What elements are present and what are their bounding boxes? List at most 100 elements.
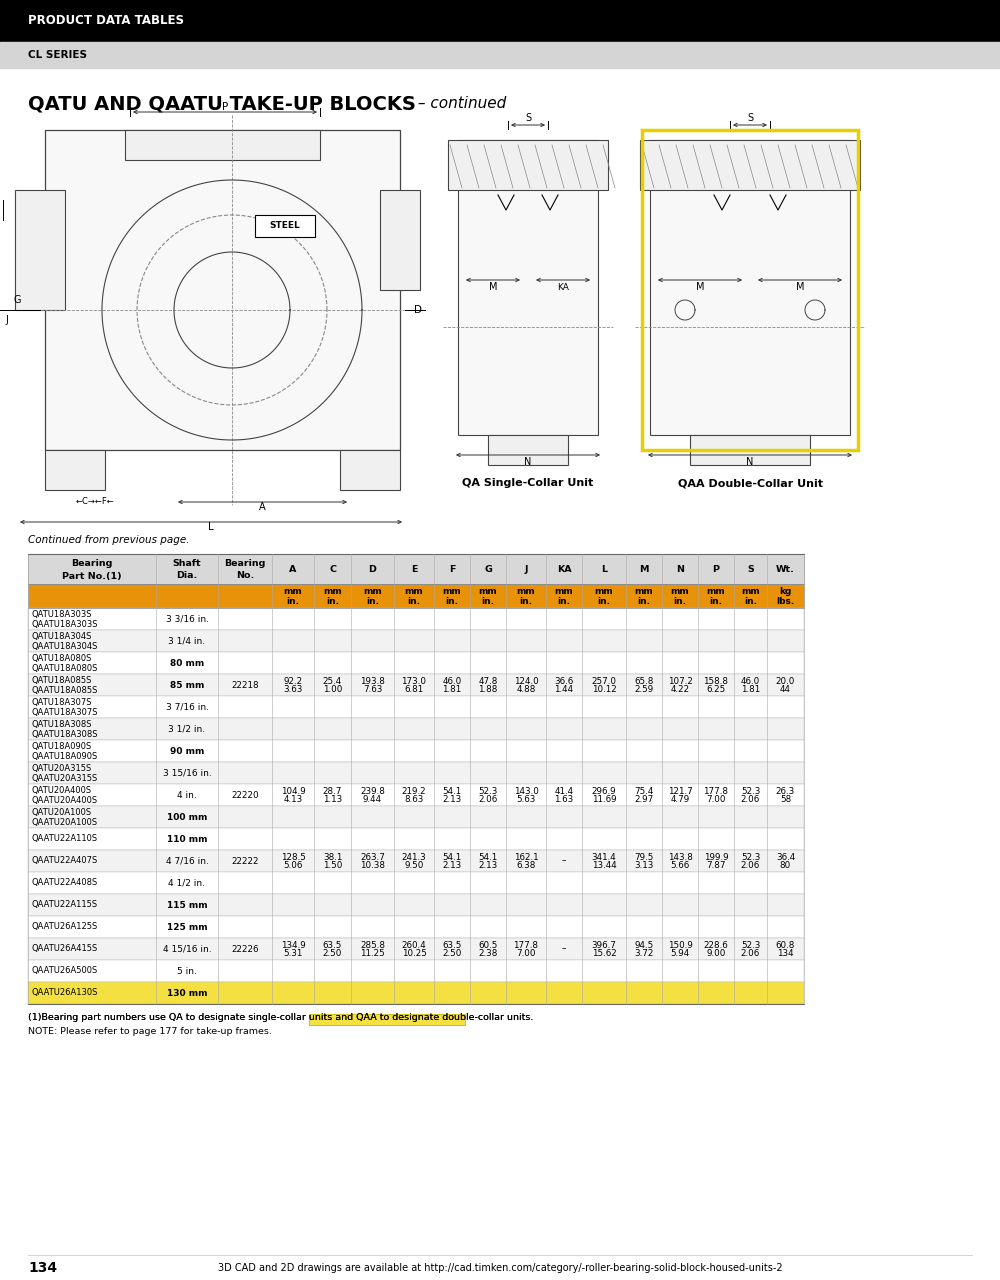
Text: 8.63: 8.63	[404, 795, 424, 805]
Text: 36.6: 36.6	[554, 677, 574, 686]
Text: PRODUCT DATA TABLES: PRODUCT DATA TABLES	[28, 14, 184, 27]
Text: mm: mm	[479, 588, 497, 596]
Text: 20.0: 20.0	[776, 677, 795, 686]
Text: in.: in.	[287, 598, 300, 607]
Text: – continued: – continued	[413, 96, 506, 111]
Text: mm: mm	[595, 588, 613, 596]
Text: 4 15/16 in.: 4 15/16 in.	[163, 945, 211, 954]
Text: 1.88: 1.88	[478, 686, 498, 695]
Bar	[28, 608, 804, 630]
Text: 134.9: 134.9	[281, 941, 305, 950]
Text: 3 7/16 in.: 3 7/16 in.	[166, 703, 208, 712]
Text: M: M	[639, 564, 649, 573]
Text: ←C→←F←: ←C→←F←	[76, 498, 114, 507]
Text: QAATU22A115S: QAATU22A115S	[32, 901, 98, 910]
Text: 1.00: 1.00	[323, 686, 342, 695]
Text: A: A	[289, 564, 297, 573]
Text: 104.9: 104.9	[281, 786, 305, 795]
Text: 3.72: 3.72	[634, 950, 654, 959]
Bar	[125, 131, 320, 160]
Bar	[340, 451, 400, 490]
Text: QATU18A308S: QATU18A308S	[32, 721, 92, 730]
Text: 2.13: 2.13	[478, 861, 498, 870]
Text: in.: in.	[598, 598, 610, 607]
Bar	[28, 762, 804, 783]
Text: N: N	[524, 457, 532, 467]
Text: 219.2: 219.2	[402, 786, 426, 795]
Text: 4.13: 4.13	[283, 795, 303, 805]
Text: 7.63: 7.63	[363, 686, 382, 695]
Bar	[0, 42, 1000, 68]
Text: 4.88: 4.88	[516, 686, 536, 695]
Text: E: E	[411, 564, 417, 573]
Text: 94.5: 94.5	[634, 941, 654, 950]
Text: 46.0: 46.0	[442, 677, 462, 686]
Text: QAATU18A090S: QAATU18A090S	[32, 751, 98, 760]
Text: 80: 80	[780, 861, 791, 870]
Bar	[28, 584, 804, 608]
Text: QAATU26A500S: QAATU26A500S	[32, 966, 98, 975]
Text: 44: 44	[780, 686, 791, 695]
Bar	[309, 1014, 465, 1025]
Text: 2.13: 2.13	[442, 795, 462, 805]
Bar	[45, 451, 105, 490]
Text: 5.94: 5.94	[670, 950, 690, 959]
Text: 38.1: 38.1	[323, 852, 342, 861]
Text: 15.62: 15.62	[592, 950, 616, 959]
Text: 10.38: 10.38	[360, 861, 385, 870]
Text: J: J	[524, 564, 528, 573]
Text: 46.0: 46.0	[741, 677, 760, 686]
Text: QAATU18A085S: QAATU18A085S	[32, 686, 98, 695]
Text: J: J	[6, 315, 8, 325]
Text: Bearing: Bearing	[224, 559, 266, 568]
Text: 54.1: 54.1	[442, 786, 462, 795]
Text: 65.8: 65.8	[634, 677, 654, 686]
Text: mm: mm	[443, 588, 461, 596]
Text: in.: in.	[558, 598, 570, 607]
Text: 52.3: 52.3	[741, 941, 760, 950]
Text: QATU20A100S: QATU20A100S	[32, 809, 92, 818]
Text: 52.3: 52.3	[741, 786, 760, 795]
Text: 239.8: 239.8	[360, 786, 385, 795]
Text: –: –	[562, 945, 566, 954]
Bar	[28, 850, 804, 872]
Text: kg: kg	[779, 588, 792, 596]
Bar	[458, 140, 598, 435]
Bar	[28, 938, 804, 960]
Text: QATU18A080S: QATU18A080S	[32, 654, 92, 663]
Text: 60.5: 60.5	[478, 941, 498, 950]
Text: 3.13: 3.13	[634, 861, 654, 870]
Text: 3 1/2 in.: 3 1/2 in.	[168, 724, 206, 733]
Text: 124.0: 124.0	[514, 677, 538, 686]
Text: QA Single-Collar Unit: QA Single-Collar Unit	[462, 477, 594, 488]
Text: in.: in.	[674, 598, 686, 607]
Text: 5 in.: 5 in.	[177, 966, 197, 975]
Text: 41.4: 41.4	[554, 786, 574, 795]
Text: 22220: 22220	[231, 791, 259, 800]
Text: mm: mm	[741, 588, 760, 596]
Bar	[28, 675, 804, 696]
Bar	[28, 982, 804, 1004]
Bar	[0, 0, 1000, 42]
Text: M: M	[796, 282, 804, 292]
Text: QAA Double-Collar Unit: QAA Double-Collar Unit	[678, 477, 822, 488]
Text: Part No.(1): Part No.(1)	[62, 571, 122, 581]
Text: 6.81: 6.81	[404, 686, 424, 695]
Text: 2.06: 2.06	[478, 795, 498, 805]
Text: QATU18A090S: QATU18A090S	[32, 742, 92, 751]
Text: 36.4: 36.4	[776, 852, 795, 861]
Text: A: A	[259, 502, 265, 512]
Text: mm: mm	[323, 588, 342, 596]
Text: KA: KA	[557, 564, 571, 573]
Bar	[28, 718, 804, 740]
Bar	[45, 131, 400, 451]
Text: 193.8: 193.8	[360, 677, 385, 686]
Text: Shaft: Shaft	[173, 559, 201, 568]
Bar	[28, 828, 804, 850]
Text: 22222: 22222	[231, 856, 259, 865]
Text: 134: 134	[28, 1261, 57, 1275]
Text: 11.69: 11.69	[592, 795, 616, 805]
Text: in.: in.	[408, 598, 420, 607]
Text: KA: KA	[557, 283, 569, 292]
Text: 2.50: 2.50	[442, 950, 462, 959]
